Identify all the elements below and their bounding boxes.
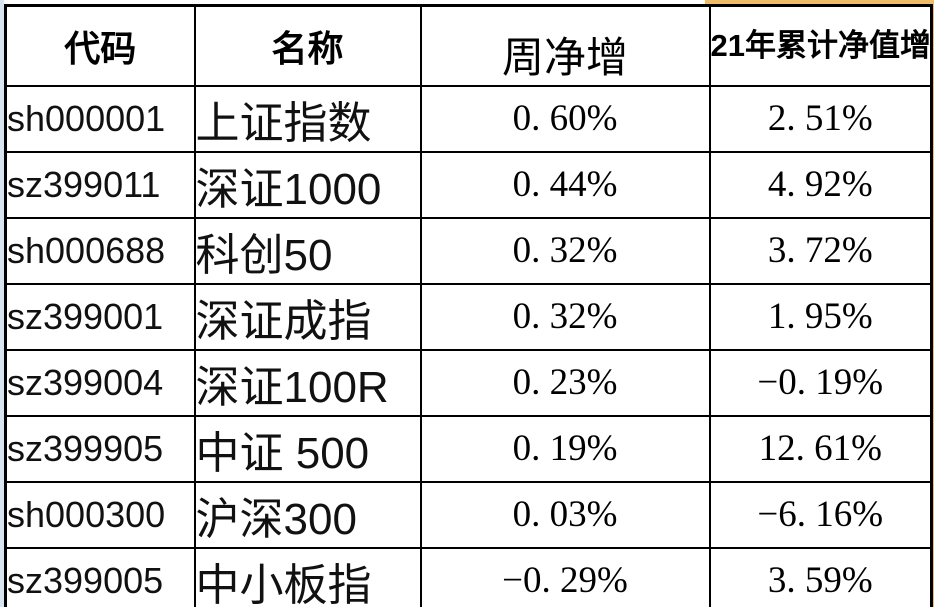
header-cell-code[interactable]: 代码 <box>4 4 196 87</box>
cell-weekly-net-change[interactable]: 0. 44% <box>419 150 711 219</box>
cell-index-name[interactable]: 上证指数 <box>193 84 422 153</box>
table-body: sh000001 上证指数 0. 60% 2. 51% sz399011 深证1… <box>4 84 933 607</box>
cell-weekly-net-change[interactable]: 0. 32% <box>419 216 711 285</box>
table-row: sz399011 深证1000 0. 44% 4. 92% <box>4 150 933 219</box>
table-row: sz399005 中小板指 −0. 29% 3. 59% <box>4 546 933 607</box>
cell-cumulative-growth[interactable]: 12. 61% <box>708 414 933 483</box>
cell-index-name[interactable]: 深证成指 <box>193 282 422 351</box>
cell-index-name[interactable]: 深证100R <box>193 348 422 417</box>
cell-weekly-net-change[interactable]: 0. 03% <box>419 480 711 549</box>
cell-index-code[interactable]: sh000688 <box>4 216 196 285</box>
cell-index-name[interactable]: 深证1000 <box>193 150 422 219</box>
cell-weekly-net-change[interactable]: 0. 60% <box>419 84 711 153</box>
left-adjacent-column-sliver <box>0 0 4 607</box>
cell-weekly-net-change[interactable]: 0. 32% <box>419 282 711 351</box>
header-cell-weekly-net-change[interactable]: 周净增 <box>419 4 711 87</box>
cell-cumulative-growth[interactable]: 3. 59% <box>708 546 933 607</box>
cell-cumulative-growth[interactable]: −0. 19% <box>708 348 933 417</box>
cell-index-code[interactable]: sh000300 <box>4 480 196 549</box>
cell-weekly-net-change[interactable]: 0. 19% <box>419 414 711 483</box>
cell-index-code[interactable]: sz399004 <box>4 348 196 417</box>
header-cell-name[interactable]: 名称 <box>193 4 422 87</box>
cell-index-code[interactable]: sz399001 <box>4 282 196 351</box>
index-performance-table: 代码 名称 周净增 21年累计净值增长 sh000001 上证指数 0. 60%… <box>4 4 933 607</box>
table-row: sz399004 深证100R 0. 23% −0. 19% <box>4 348 933 417</box>
cell-index-code[interactable]: sh000001 <box>4 84 196 153</box>
cell-index-code[interactable]: sz399011 <box>4 150 196 219</box>
cell-index-name[interactable]: 中小板指 <box>193 546 422 607</box>
cell-cumulative-growth[interactable]: 2. 51% <box>708 84 933 153</box>
column-highlight-bar-top <box>705 0 934 6</box>
table-row: sh000688 科创50 0. 32% 3. 72% <box>4 216 933 285</box>
header-cell-2021-cumulative-growth[interactable]: 21年累计净值增长 <box>708 4 933 87</box>
cell-cumulative-growth[interactable]: 1. 95% <box>708 282 933 351</box>
cell-weekly-net-change[interactable]: −0. 29% <box>419 546 711 607</box>
cell-index-name[interactable]: 中证 500 <box>193 414 422 483</box>
cell-cumulative-growth[interactable]: 3. 72% <box>708 216 933 285</box>
cell-weekly-net-change[interactable]: 0. 23% <box>419 348 711 417</box>
cell-index-name[interactable]: 沪深300 <box>193 480 422 549</box>
table-row: sh000300 沪深300 0. 03% −6. 16% <box>4 480 933 549</box>
table-row: sz399905 中证 500 0. 19% 12. 61% <box>4 414 933 483</box>
table-row: sh000001 上证指数 0. 60% 2. 51% <box>4 84 933 153</box>
cell-cumulative-growth[interactable]: −6. 16% <box>708 480 933 549</box>
header-row: 代码 名称 周净增 21年累计净值增长 <box>4 4 933 87</box>
cell-index-name[interactable]: 科创50 <box>193 216 422 285</box>
table-row: sz399001 深证成指 0. 32% 1. 95% <box>4 282 933 351</box>
cell-index-code[interactable]: sz399905 <box>4 414 196 483</box>
cell-cumulative-growth[interactable]: 4. 92% <box>708 150 933 219</box>
cell-index-code[interactable]: sz399005 <box>4 546 196 607</box>
